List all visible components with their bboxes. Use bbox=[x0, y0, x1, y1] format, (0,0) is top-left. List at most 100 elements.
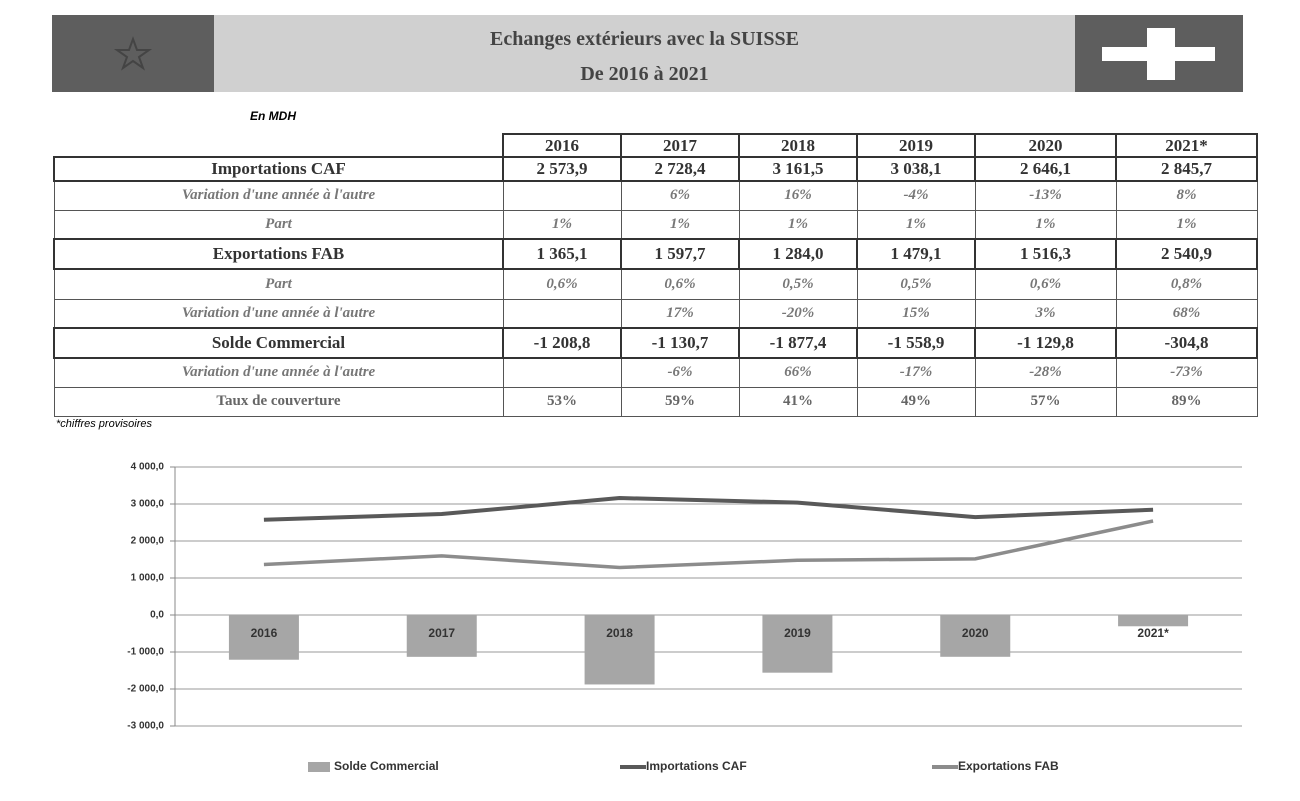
cell: 1% bbox=[856, 209, 976, 240]
footnote: *chiffres provisoires bbox=[56, 418, 152, 430]
row-label: Solde Commercial bbox=[53, 327, 504, 359]
cell: 1 365,1 bbox=[502, 238, 622, 270]
cell: -4% bbox=[856, 180, 976, 211]
table-row: Variation d'une année à l'autre 17% -20% 15… bbox=[53, 298, 1258, 329]
subtitle: De 2016 à 2021 bbox=[580, 63, 709, 85]
cell: 1 516,3 bbox=[974, 238, 1117, 270]
cell: 41% bbox=[738, 386, 858, 417]
cell: -1 558,9 bbox=[856, 327, 976, 359]
bar bbox=[406, 615, 477, 657]
row-label: Variation d'une année à l'autre bbox=[53, 180, 504, 211]
cell: 0,6% bbox=[502, 268, 622, 300]
empty-cell bbox=[502, 180, 622, 211]
header-row: 2016 2017 2018 2019 2020 2021* bbox=[54, 133, 1258, 158]
cell: -13% bbox=[974, 180, 1117, 211]
cell: 2 728,4 bbox=[620, 156, 740, 182]
data-table: 2016 2017 2018 2019 2020 2021* Importations CA… bbox=[53, 133, 1258, 417]
cell: 1 284,0 bbox=[738, 238, 858, 270]
cell: 1 597,7 bbox=[620, 238, 740, 270]
cell: 8% bbox=[1115, 180, 1258, 211]
y-tick-label: -3 000,0 bbox=[127, 721, 164, 732]
title: Echanges extérieurs avec la SUISSE bbox=[490, 28, 799, 50]
cell: 3 038,1 bbox=[856, 156, 976, 182]
x-tick-label: 2021* bbox=[1137, 626, 1169, 640]
bar bbox=[940, 615, 1011, 657]
y-tick-label: 0,0 bbox=[150, 610, 164, 621]
row-label: Importations CAF bbox=[53, 156, 504, 182]
cell: 17% bbox=[620, 298, 740, 329]
cell: 2 646,1 bbox=[974, 156, 1117, 182]
x-tick-label: 2018 bbox=[606, 626, 633, 640]
y-tick-label: 4 000,0 bbox=[131, 462, 165, 473]
cell: 3 161,5 bbox=[738, 156, 858, 182]
bar bbox=[584, 615, 655, 685]
cell: 68% bbox=[1115, 298, 1258, 329]
table-row: Importations CAF 2 573,9 2 728,4 3 161,5 3 0… bbox=[53, 156, 1258, 182]
cell: 57% bbox=[974, 386, 1117, 417]
cell: -1 129,8 bbox=[974, 327, 1117, 359]
cell: 16% bbox=[738, 180, 858, 211]
empty-cell bbox=[502, 357, 622, 388]
line bbox=[263, 519, 1154, 570]
cell: 3% bbox=[974, 298, 1117, 329]
cell: -1 877,4 bbox=[738, 327, 858, 359]
bar bbox=[1118, 615, 1189, 627]
cell: 1% bbox=[620, 209, 740, 240]
bar bbox=[228, 615, 299, 660]
cell: 66% bbox=[738, 357, 858, 388]
cell: 0,5% bbox=[738, 268, 858, 300]
table-row: Part 1% 1% 1% 1% 1% 1% bbox=[53, 209, 1258, 240]
table-row: Taux de couverture 53% 59% 41% 49% 57% 89% bbox=[53, 386, 1258, 417]
table-row: Solde Commercial -1 208,8 -1 130,7 -1 877,4… bbox=[53, 327, 1258, 359]
cell: 0,8% bbox=[1115, 268, 1258, 300]
cell: 53% bbox=[502, 386, 622, 417]
row-label: Variation d'une année à l'autre bbox=[53, 357, 504, 388]
cell: 2 845,7 bbox=[1115, 156, 1258, 182]
cell: 89% bbox=[1115, 386, 1258, 417]
unit-note: En MDH bbox=[250, 109, 296, 123]
column-header: 2020 bbox=[974, 133, 1117, 158]
y-tick-label: 2 000,0 bbox=[131, 536, 165, 547]
row-label: Taux de couverture bbox=[53, 386, 504, 417]
legend-swatch bbox=[308, 762, 330, 772]
column-header: 2016 bbox=[502, 133, 622, 158]
row-label: Part bbox=[53, 209, 504, 240]
cell: -304,8 bbox=[1115, 327, 1258, 359]
legend-label: Exportations FAB bbox=[958, 759, 1059, 773]
y-tick-label: -2 000,0 bbox=[127, 684, 164, 695]
row-label: Exportations FAB bbox=[53, 238, 504, 270]
legend-label: Importations CAF bbox=[646, 759, 747, 773]
star-icon bbox=[113, 36, 153, 71]
morocco-flag bbox=[52, 15, 214, 92]
cell: 6% bbox=[620, 180, 740, 211]
cell: -1 208,8 bbox=[502, 327, 622, 359]
cell: 49% bbox=[856, 386, 976, 417]
row-label: Part bbox=[53, 268, 504, 300]
table-row: Variation d'une année à l'autre -6% 66% -17… bbox=[53, 357, 1258, 388]
x-tick-label: 2019 bbox=[784, 626, 811, 640]
empty-cell bbox=[502, 298, 622, 329]
y-tick-label: 3 000,0 bbox=[131, 499, 165, 510]
cell: 1 479,1 bbox=[856, 238, 976, 270]
cell: -20% bbox=[738, 298, 858, 329]
cell: 2 540,9 bbox=[1115, 238, 1258, 270]
cell: 0,6% bbox=[974, 268, 1117, 300]
x-tick-label: 2020 bbox=[962, 626, 989, 640]
column-header: 2018 bbox=[738, 133, 858, 158]
cell: -17% bbox=[856, 357, 976, 388]
y-tick-label: 1 000,0 bbox=[131, 573, 165, 584]
cell: -28% bbox=[974, 357, 1117, 388]
chart: -3 000,0 -2 000,0 -1 000,0 0,0 1 000,0 2 000,… bbox=[127, 462, 1242, 773]
cell: 1% bbox=[974, 209, 1117, 240]
y-tick-label: -1 000,0 bbox=[127, 647, 164, 658]
cell: 59% bbox=[620, 386, 740, 417]
cell: 2 573,9 bbox=[502, 156, 622, 182]
cell: 15% bbox=[856, 298, 976, 329]
cell: -1 130,7 bbox=[620, 327, 740, 359]
table-row: Variation d'une année à l'autre 6% 16% -4% -… bbox=[53, 180, 1258, 211]
x-tick-label: 2016 bbox=[251, 626, 278, 640]
cell: 1% bbox=[1115, 209, 1258, 240]
cross-icon bbox=[1102, 28, 1215, 80]
bar bbox=[762, 615, 833, 673]
